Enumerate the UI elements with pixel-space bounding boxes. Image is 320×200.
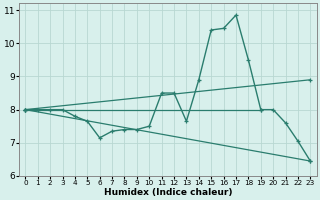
X-axis label: Humidex (Indice chaleur): Humidex (Indice chaleur)	[104, 188, 232, 197]
